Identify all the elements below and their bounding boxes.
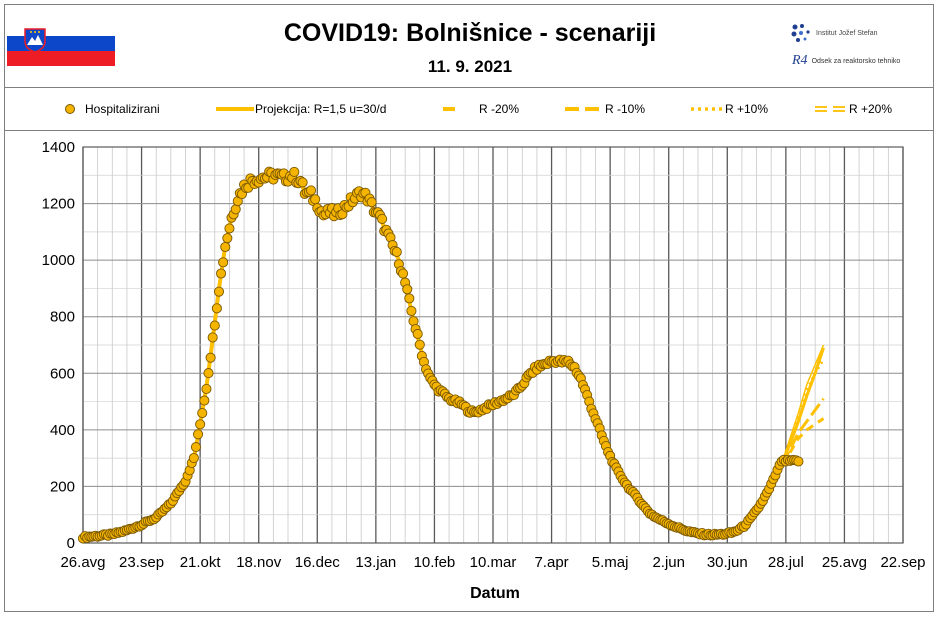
legend: Hospitalizirani Projekcija: R=1,5 u=30/d…: [5, 88, 933, 131]
chart-date: 11. 9. 2021: [427, 57, 513, 76]
data-point: [289, 166, 300, 177]
y-tick-label: 1400: [42, 139, 75, 156]
data-point: [209, 320, 220, 331]
slovenia-flag-icon: [7, 21, 115, 66]
plot-border: [82, 146, 904, 544]
r4-mark: R4: [792, 53, 808, 68]
data-point: [398, 268, 409, 279]
data-point: [188, 452, 199, 464]
x-tick-label: 2.jun: [652, 554, 685, 571]
dot-line-icon: [691, 107, 723, 111]
legend-item-r-plus20: R +20%: [813, 88, 892, 130]
data-point: [224, 223, 235, 234]
r4-logo: R4 Odsek za reaktorsko tehniko: [792, 53, 900, 69]
data-point: [412, 328, 423, 340]
series-line: [780, 344, 825, 465]
data-point: [213, 286, 225, 297]
legend-label: Projekcija: R=1,5 u=30/d: [255, 102, 387, 116]
data-point: [199, 395, 210, 406]
y-tick-label: 1200: [42, 196, 75, 213]
legend-label: R -10%: [605, 102, 646, 116]
grid: [82, 146, 904, 544]
long-dash-line-icon: [565, 107, 603, 111]
data-point: [391, 246, 402, 257]
data-point: [218, 257, 229, 268]
y-tick-label: 400: [50, 422, 75, 439]
coat-of-arms-icon: [24, 28, 46, 53]
x-tick-label: 7.apr: [534, 554, 568, 571]
ijs-dots-icon: [791, 24, 810, 42]
data-point: [220, 241, 231, 253]
data-point: [197, 407, 208, 419]
x-tick-label: 16.dec: [295, 554, 341, 571]
data-point: [377, 213, 388, 224]
x-tick-label: 26.avg: [60, 554, 105, 571]
x-tick-label: 21.okt: [180, 554, 222, 571]
x-tick-label: 13.jan: [355, 554, 396, 571]
data-point: [366, 197, 377, 208]
data-point: [216, 268, 227, 279]
department-name: Odsek za reaktorsko tehniko: [811, 57, 901, 65]
dash-line-icon: [443, 107, 455, 111]
x-axis-ticks: 26.avg 23.sep 21.okt 18.nov 16.dec 13.jan 10.f…: [60, 554, 925, 571]
legend-item-r-plus10: R +10%: [689, 88, 768, 130]
y-tick-label: 600: [50, 365, 75, 382]
double-line-icon: [815, 106, 845, 112]
data-point: [305, 185, 317, 196]
data-point: [793, 456, 804, 467]
data-point: [230, 204, 241, 215]
chart-title: COVID19: Bolnišnice - scenariji: [283, 19, 657, 47]
solid-line-icon: [216, 107, 254, 111]
legend-item-hospitalizirani: Hospitalizirani: [61, 88, 160, 130]
x-tick-label: 18.nov: [236, 554, 282, 571]
y-tick-label: 200: [50, 478, 75, 495]
data-points: [77, 166, 804, 544]
data-point: [207, 332, 218, 343]
x-tick-label: 30.jun: [707, 554, 748, 571]
data-point: [211, 303, 222, 314]
data-point: [201, 383, 212, 394]
data-point: [203, 368, 214, 379]
y-tick-label: 800: [50, 309, 75, 326]
legend-label: R +20%: [849, 102, 893, 116]
data-point: [414, 339, 425, 350]
legend-item-projekcija: Projekcija: R=1,5 u=30/d: [215, 88, 386, 130]
marker-icon: [65, 104, 75, 114]
y-tick-label: 0: [67, 535, 75, 552]
y-tick-label: 1000: [42, 252, 75, 269]
institute-name: Institut Jožef Stefan: [816, 29, 878, 37]
ijs-logo: Institut Jožef Stefan: [790, 23, 877, 43]
legend-label: R -20%: [479, 102, 520, 116]
legend-label: Hospitalizirani: [85, 102, 160, 116]
data-point: [310, 194, 321, 205]
data-point: [406, 305, 417, 316]
x-tick-label: 28.jul: [768, 554, 804, 571]
x-tick-label: 5.maj: [592, 554, 629, 571]
x-tick-label: 23.sep: [119, 554, 164, 571]
x-tick-label: 10.feb: [414, 554, 456, 571]
plot-area: 0 200 400 600 800 1000 1200 1400 26.avg 23.sep 21…: [42, 139, 926, 602]
data-point: [193, 429, 204, 440]
legend-item-r-minus20: R -20%: [437, 88, 519, 130]
legend-item-r-minus10: R -10%: [563, 88, 645, 130]
data-point: [205, 352, 216, 363]
y-axis-ticks: 0 200 400 600 800 1000 1200 1400: [42, 139, 75, 552]
data-point: [402, 284, 413, 295]
x-tick-label: 22.sep: [880, 554, 925, 571]
legend-label: R +10%: [725, 102, 769, 116]
series-line: [780, 397, 825, 465]
chart-frame: COVID19: Bolnišnice - scenariji 11. 9. 2…: [4, 4, 934, 612]
x-tick-label: 10.mar: [470, 554, 517, 571]
header: COVID19: Bolnišnice - scenariji 11. 9. 2…: [5, 5, 933, 88]
data-point: [297, 177, 308, 188]
series-line: [780, 347, 825, 465]
data-point: [195, 419, 206, 430]
data-point: [222, 233, 233, 244]
data-point: [404, 293, 415, 304]
x-tick-label: 25.avg: [822, 554, 867, 571]
x-axis-title: Datum: [470, 585, 520, 602]
data-point: [190, 442, 202, 453]
